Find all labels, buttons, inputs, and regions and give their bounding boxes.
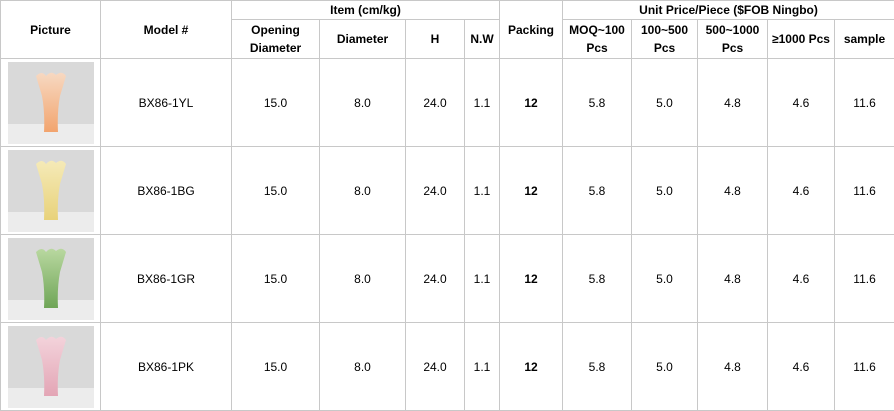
column-header: H <box>405 19 465 59</box>
picture-cell <box>0 58 101 147</box>
table-row: BX86-1PK 15.0 8.0 24.0 1.1 12 5.8 5.0 4.8 4.6 11.6 <box>0 322 894 411</box>
value-cell: 12 <box>499 234 563 323</box>
vase-image <box>7 149 94 232</box>
value-cell: 4.8 <box>697 58 768 147</box>
vase-image <box>7 325 94 408</box>
table-row: BX86-1YL 15.0 8.0 24.0 1.1 12 5.8 5.0 4.8 4.6 11.6 <box>0 58 894 147</box>
value-cell: 12 <box>499 58 563 147</box>
value-cell: 5.8 <box>562 146 632 235</box>
table-row: BX86-1GR 15.0 8.0 24.0 1.1 12 5.8 5.0 4.8 4.6 11.6 <box>0 234 894 323</box>
value-cell: 24.0 <box>405 234 465 323</box>
value-cell: 4.6 <box>767 234 835 323</box>
value-cell: 15.0 <box>231 58 320 147</box>
value-cell: 1.1 <box>464 58 500 147</box>
value-cell: 11.6 <box>833 234 894 323</box>
value-cell: 5.0 <box>631 146 698 235</box>
model-cell: BX86-1YL <box>100 58 232 147</box>
photo-floor <box>7 211 94 232</box>
value-cell: 15.0 <box>231 322 320 411</box>
column-header: ≥1000 Pcs <box>767 19 835 59</box>
value-cell: 8.0 <box>319 58 406 147</box>
value-cell: 5.0 <box>631 322 698 411</box>
value-cell: 24.0 <box>405 146 465 235</box>
picture-cell <box>0 322 101 411</box>
value-cell: 12 <box>499 146 563 235</box>
value-cell: 5.0 <box>631 234 698 323</box>
column-header: Picture <box>0 0 101 59</box>
value-cell: 24.0 <box>405 322 465 411</box>
value-cell: 4.8 <box>697 234 768 323</box>
photo-floor <box>7 299 94 320</box>
photo-floor <box>7 123 94 144</box>
value-cell: 5.8 <box>562 322 632 411</box>
picture-cell <box>0 146 101 235</box>
model-cell: BX86-1PK <box>100 322 232 411</box>
vase-image <box>7 61 94 144</box>
column-header: 500~1000 Pcs <box>697 19 768 59</box>
group-header: Item (cm/kg) <box>231 0 500 20</box>
value-cell: 4.6 <box>767 146 835 235</box>
column-header: Packing <box>499 0 563 59</box>
column-header: 100~500 Pcs <box>631 19 698 59</box>
group-header: Unit Price/Piece ($FOB Ningbo) <box>561 0 894 20</box>
value-cell: 15.0 <box>231 146 320 235</box>
value-cell: 4.6 <box>767 58 835 147</box>
column-header: sample <box>833 19 894 59</box>
picture-cell <box>0 234 101 323</box>
value-cell: 5.8 <box>562 58 632 147</box>
value-cell: 1.1 <box>464 146 500 235</box>
value-cell: 4.8 <box>697 146 768 235</box>
vase <box>35 160 66 220</box>
value-cell: 15.0 <box>231 234 320 323</box>
value-cell: 1.1 <box>464 322 500 411</box>
value-cell: 5.8 <box>562 234 632 323</box>
model-cell: BX86-1BG <box>100 146 232 235</box>
value-cell: 8.0 <box>319 234 406 323</box>
value-cell: 8.0 <box>319 146 406 235</box>
value-cell: 4.8 <box>697 322 768 411</box>
value-cell: 1.1 <box>464 234 500 323</box>
value-cell: 8.0 <box>319 322 406 411</box>
column-header: MOQ~100 Pcs <box>562 19 632 59</box>
value-cell: 11.6 <box>833 146 894 235</box>
vase <box>35 72 66 132</box>
value-cell: 12 <box>499 322 563 411</box>
column-header: Diameter <box>319 19 406 59</box>
photo-floor <box>7 387 94 408</box>
column-header: Model # <box>100 0 232 59</box>
column-header: N.W <box>464 19 500 59</box>
column-header: Opening Diameter <box>231 19 320 59</box>
vase-image <box>7 237 94 320</box>
value-cell: 11.6 <box>833 58 894 147</box>
table-row: BX86-1BG 15.0 8.0 24.0 1.1 12 5.8 5.0 4.8 4.6 11.6 <box>0 146 894 235</box>
vase <box>35 336 66 396</box>
value-cell: 4.6 <box>767 322 835 411</box>
value-cell: 24.0 <box>405 58 465 147</box>
table-body: BX86-1YL 15.0 8.0 24.0 1.1 12 5.8 5.0 4.8 4.6 11.6… <box>0 58 894 411</box>
vase <box>35 248 66 308</box>
value-cell: 11.6 <box>833 322 894 411</box>
value-cell: 5.0 <box>631 58 698 147</box>
model-cell: BX86-1GR <box>100 234 232 323</box>
